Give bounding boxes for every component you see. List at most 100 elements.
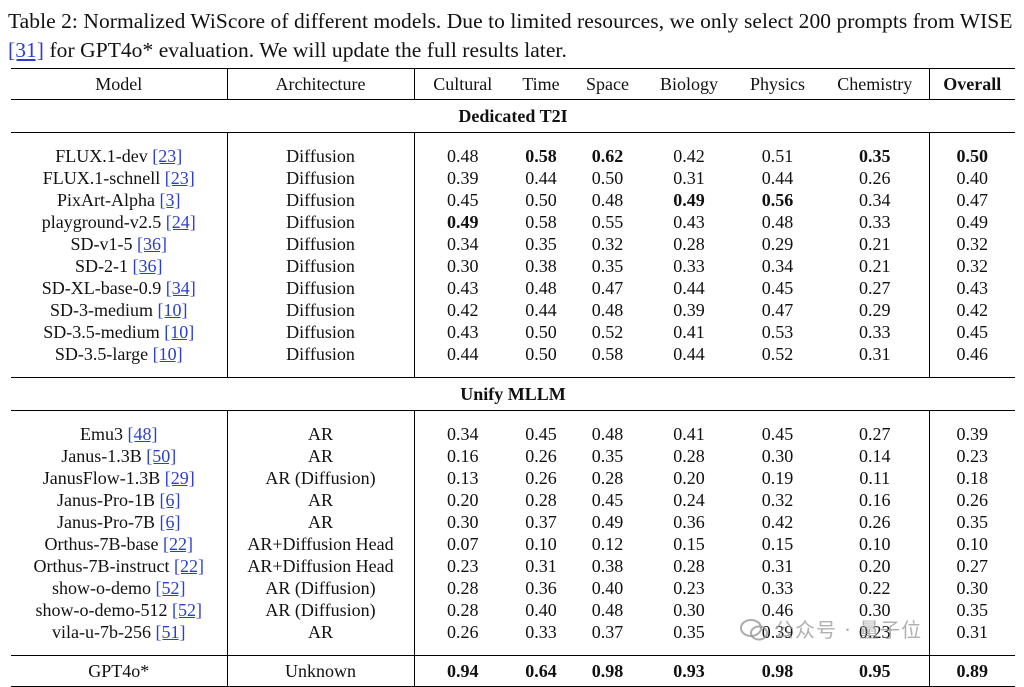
cell-chemistry: 0.27 <box>821 423 930 445</box>
citation-link[interactable]: [36] <box>132 256 163 276</box>
citation-link[interactable]: [10] <box>152 344 183 364</box>
table-row: SD-3.5-medium [10] Diffusion 0.43 0.50 0.52 0… <box>11 321 1015 343</box>
table-row: playground-v2.5 [24] Diffusion 0.49 0.58 0.5… <box>11 211 1015 233</box>
model-name: vila-u-7b-256 <box>52 622 151 642</box>
cell-biology: 0.20 <box>673 468 705 488</box>
table-row: Orthus-7B-base [22] AR+Diffusion Head 0.07… <box>11 533 1015 555</box>
header-chemistry: Chemistry <box>821 68 930 100</box>
model-name: playground-v2.5 <box>41 212 162 232</box>
citation-link[interactable]: [50] <box>146 446 177 466</box>
cell-overall: 0.18 <box>956 468 989 488</box>
citation-link[interactable]: [6] <box>159 490 181 510</box>
section-title: Dedicated T2I <box>11 99 1015 133</box>
citation-link[interactable]: [34] <box>165 278 196 298</box>
wechat-icon <box>740 619 768 641</box>
cell-architecture: AR+Diffusion Head <box>227 533 415 555</box>
cell-biology: 0.44 <box>673 278 705 298</box>
cell-overall: 0.42 <box>956 300 989 320</box>
table-row: SD-XL-base-0.9 [34] Diffusion 0.43 0.48 0.47… <box>11 277 1015 299</box>
table-row: Janus-1.3B [50] AR 0.16 0.26 0.35 0.28 0.30 0.1… <box>11 445 1015 467</box>
cell-chemistry: 0.35 <box>821 145 930 167</box>
table-row: SD-3.5-large [10] Diffusion 0.44 0.50 0.58 0.… <box>11 343 1015 365</box>
cell-time: 0.31 <box>525 556 557 576</box>
cell-model: Janus-Pro-7B [6] <box>11 511 228 533</box>
citation-link[interactable]: [23] <box>152 146 183 166</box>
caption-text-end: for GPT4o* evaluation. We will update th… <box>49 38 567 62</box>
cell-cultural: 0.94 <box>414 655 511 687</box>
citation-link[interactable]: [51] <box>155 622 186 642</box>
cell-biology: 0.93 <box>644 655 734 687</box>
citation-link[interactable]: [52] <box>171 600 202 620</box>
cell-architecture: Diffusion <box>227 189 415 211</box>
cell-architecture: Diffusion <box>227 343 415 365</box>
cell-cultural: 0.13 <box>447 468 479 488</box>
cell-physics: 0.47 <box>761 300 794 320</box>
model-name: FLUX.1-dev <box>55 146 148 166</box>
cell-time: 0.26 <box>525 468 557 488</box>
header-architecture: Architecture <box>227 68 415 100</box>
caption-citation-link[interactable]: [31] <box>8 38 45 62</box>
watermark-text: 公众号 · 量子位 <box>774 618 923 642</box>
cell-chemistry: 0.29 <box>821 299 930 321</box>
table-row: SD-v1-5 [36] Diffusion 0.34 0.35 0.32 0.28 0.2… <box>11 233 1015 255</box>
cell-biology: 0.31 <box>673 168 705 188</box>
citation-link[interactable]: [22] <box>162 534 193 554</box>
citation-link[interactable]: [23] <box>164 168 195 188</box>
cell-overall: 0.27 <box>956 556 989 576</box>
model-name: Janus-Pro-7B <box>57 512 155 532</box>
cell-model: JanusFlow-1.3B [29] <box>11 467 228 489</box>
model-name: Emu3 <box>80 424 123 444</box>
citation-link[interactable]: [24] <box>165 212 196 232</box>
table-row: PixArt-Alpha [3] Diffusion 0.45 0.50 0.48 0.4… <box>11 189 1015 211</box>
cell-overall: 0.32 <box>956 256 989 276</box>
cell-overall: 0.46 <box>956 344 989 364</box>
citation-link[interactable]: [36] <box>137 234 167 254</box>
cell-architecture: AR+Diffusion Head <box>227 555 415 577</box>
cell-chemistry: 0.95 <box>821 655 930 687</box>
cell-model: Janus-1.3B [50] <box>11 445 228 467</box>
citation-link[interactable]: [3] <box>159 190 181 210</box>
caption-text: Normalized WiScore of different models. … <box>83 9 1013 33</box>
cell-chemistry: 0.10 <box>821 533 930 555</box>
header-overall: Overall <box>929 68 1015 100</box>
cell-physics: 0.51 <box>761 146 794 166</box>
cell-space: 0.48 <box>591 300 624 320</box>
table-row: FLUX.1-schnell [23] Diffusion 0.39 0.44 0.50… <box>11 167 1015 189</box>
cell-physics: 0.52 <box>761 344 794 364</box>
cell-time: 0.50 <box>525 344 557 364</box>
header-physics: Physics <box>734 68 821 100</box>
cell-space: 0.45 <box>591 490 624 510</box>
citation-link[interactable]: [29] <box>164 468 195 488</box>
cell-architecture: Diffusion <box>227 321 415 343</box>
cell-architecture: Diffusion <box>227 299 415 321</box>
cell-architecture: Unknown <box>227 655 415 687</box>
model-name: SD-2-1 <box>75 256 128 276</box>
table-row: FLUX.1-dev [23] Diffusion 0.48 0.58 0.62 0.42… <box>11 145 1015 167</box>
cell-overall: 0.89 <box>929 655 1015 687</box>
cell-physics: 0.44 <box>761 168 794 188</box>
citation-link[interactable]: [10] <box>157 300 188 320</box>
citation-link[interactable]: [22] <box>173 556 204 576</box>
cell-physics: 0.19 <box>761 468 794 488</box>
cell-cultural: 0.43 <box>447 322 479 342</box>
cell-overall: 0.45 <box>956 322 989 342</box>
model-name: SD-XL-base-0.9 <box>41 278 162 298</box>
cell-cultural: 0.23 <box>447 556 479 576</box>
citation-link[interactable]: [10] <box>164 322 195 342</box>
cell-biology: 0.33 <box>673 256 705 276</box>
cell-cultural: 0.26 <box>447 622 479 642</box>
cell-time: 0.58 <box>525 212 557 232</box>
citation-link[interactable]: [48] <box>127 424 158 444</box>
table-row: SD-2-1 [36] Diffusion 0.30 0.38 0.35 0.33 0.34… <box>11 255 1015 277</box>
cell-overall: 0.35 <box>956 512 989 532</box>
cell-chemistry: 0.11 <box>821 467 930 489</box>
cell-physics: 0.45 <box>761 424 794 444</box>
cell-space: 0.50 <box>591 168 624 188</box>
citation-link[interactable]: [52] <box>155 578 186 598</box>
cell-overall: 0.39 <box>956 424 989 444</box>
cell-biology: 0.39 <box>673 300 705 320</box>
citation-link[interactable]: [6] <box>159 512 181 532</box>
model-name: show-o-demo-512 <box>35 600 168 620</box>
cell-space: 0.48 <box>591 424 624 444</box>
cell-model: playground-v2.5 [24] <box>11 211 228 233</box>
